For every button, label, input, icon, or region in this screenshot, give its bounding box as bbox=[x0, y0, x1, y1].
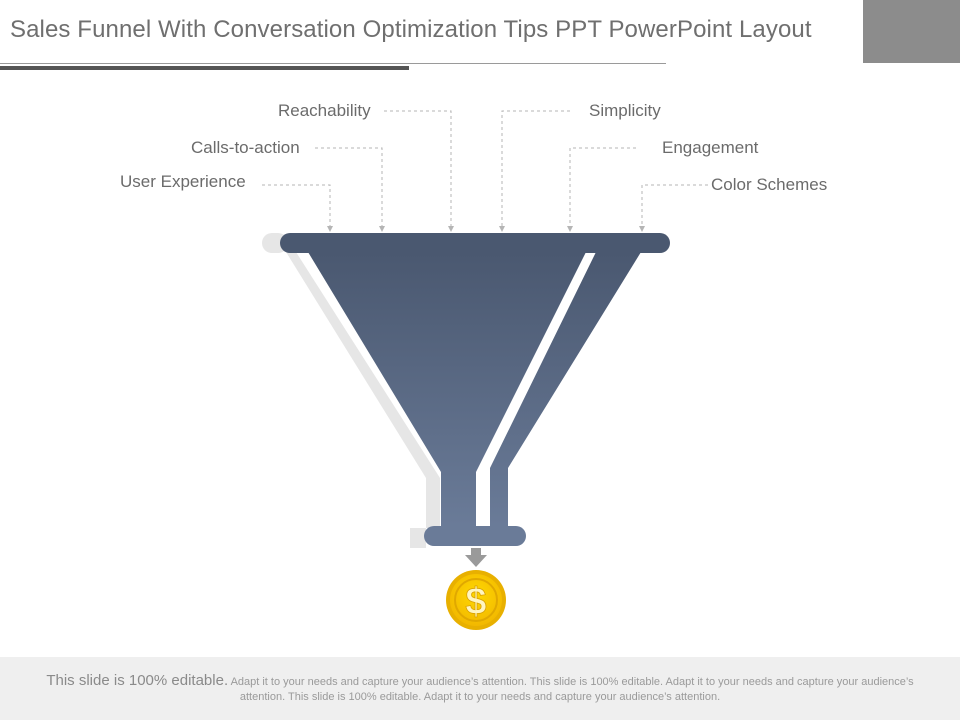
corner-accent-box bbox=[863, 0, 960, 63]
footer-body: Adapt it to your needs and capture your … bbox=[230, 676, 914, 703]
connector-color-schemes bbox=[641, 184, 708, 228]
connector-simplicity bbox=[501, 110, 570, 228]
output-arrow bbox=[465, 548, 487, 567]
label-calls-to-action: Calls-to-action bbox=[191, 138, 300, 157]
label-user-experience: User Experience bbox=[120, 172, 246, 191]
coin-symbol: $ bbox=[465, 581, 486, 623]
funnel-base bbox=[424, 526, 526, 546]
label-simplicity: Simplicity bbox=[589, 101, 661, 120]
label-engagement: Engagement bbox=[662, 138, 759, 157]
funnel-shape bbox=[280, 233, 670, 546]
connector-lines bbox=[262, 110, 708, 228]
funnel-cone bbox=[308, 252, 586, 526]
footer-lead: This slide is 100% editable. bbox=[46, 672, 229, 689]
connector-calls-to-action bbox=[315, 147, 383, 228]
dollar-coin-icon: $ bbox=[446, 570, 506, 630]
connector-user-experience bbox=[262, 184, 331, 228]
title-underline-thin bbox=[0, 63, 666, 64]
title-underline-thick bbox=[0, 66, 409, 70]
connector-arrowheads bbox=[327, 226, 645, 232]
label-color-schemes: Color Schemes bbox=[711, 175, 828, 194]
funnel-rim bbox=[280, 233, 670, 253]
funnel-side-pipe bbox=[490, 252, 641, 526]
slide-title: Sales Funnel With Conversation Optimizat… bbox=[10, 16, 812, 43]
label-reachability: Reachability bbox=[278, 101, 371, 120]
connector-reachability bbox=[384, 110, 452, 228]
connector-engagement bbox=[569, 147, 636, 228]
footer-note: This slide is 100% editable. Adapt it to… bbox=[0, 657, 960, 720]
